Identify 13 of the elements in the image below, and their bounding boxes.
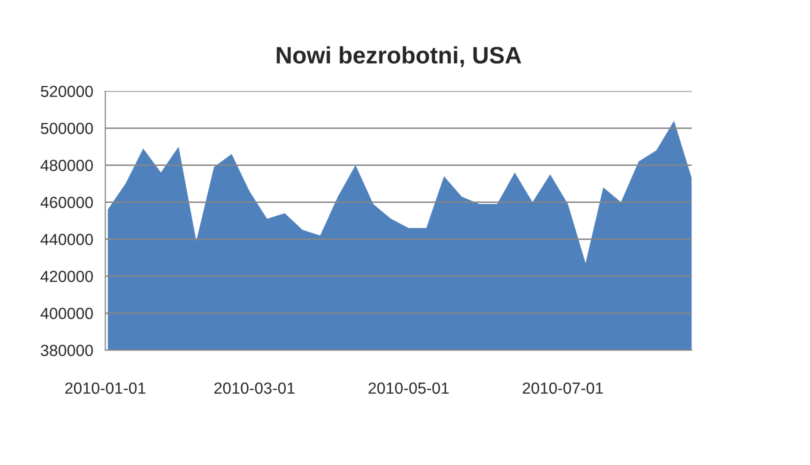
y-tick-label: 500000 xyxy=(40,122,93,134)
x-tick-label: 2010-03-01 xyxy=(214,382,295,394)
y-tick-label: 460000 xyxy=(40,196,93,208)
y-tick-label: 380000 xyxy=(40,344,93,356)
y-tick-label: 440000 xyxy=(40,234,93,246)
x-tick-label: 2010-01-01 xyxy=(65,382,146,394)
x-tick-label: 2010-05-01 xyxy=(368,382,449,394)
y-tick-label: 480000 xyxy=(40,160,93,172)
chart-title: Nowi bezrobotni, USA xyxy=(276,46,522,68)
y-tick-label: 420000 xyxy=(40,270,93,282)
x-tick-label: 2010-07-01 xyxy=(522,382,603,394)
y-tick-label: 400000 xyxy=(40,308,93,320)
y-tick-label: 520000 xyxy=(40,86,93,98)
